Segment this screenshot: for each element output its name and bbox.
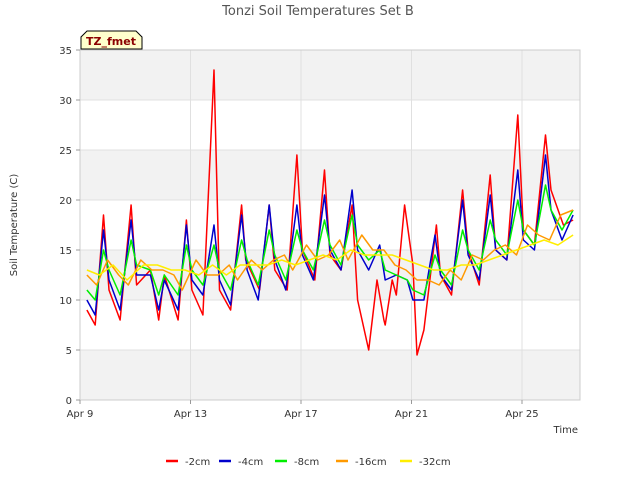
badge-box [80,30,143,50]
x-axis-ticks: Apr 9 Apr 13 Apr 17 Apr 21 Apr 25 [67,400,539,420]
legend-label: -2cm [185,457,210,468]
y-tick-label: 5 [66,346,72,357]
y-tick-label: 0 [66,396,72,407]
plot-band [80,350,580,400]
legend-label: -16cm [355,457,387,468]
series-layer [86,69,574,356]
series-line-minus-16cm [86,209,574,291]
y-axis-ticks: 0 5 10 15 20 25 30 35 [59,46,80,407]
badge-label: TZ_fmet [86,35,136,48]
legend-label: -4cm [238,457,263,468]
plot-frame [79,49,581,401]
x-tick-label: Apr 17 [284,409,317,420]
x-tick-label: Apr 25 [505,409,538,420]
x-axis-label: Time [553,425,578,436]
plot-band [80,150,580,200]
y-tick-label: 15 [59,246,72,257]
y-tick-label: 10 [59,296,72,307]
y-axis-label: Soil Temperature (C) [9,174,20,277]
legend: -2cm -4cm -8cm -16cm -32cm [166,457,451,468]
plot-band [80,50,580,100]
y-tick-label: 20 [59,196,72,207]
series-line-minus-32cm [86,234,574,281]
y-tick-label: 35 [59,46,72,57]
legend-label: -8cm [294,457,319,468]
x-tick-label: Apr 13 [174,409,207,420]
plot-band [80,250,580,300]
series-line-minus-8cm [86,184,574,301]
chart-title: Tonzi Soil Temperatures Set B [221,4,414,19]
plot-band [80,300,580,350]
series-line-minus-4cm [86,154,574,316]
station-badge: TZ_fmet [80,30,143,50]
x-tick-label: Apr 21 [395,409,428,420]
plot-bands [80,50,580,400]
x-tick-label: Apr 9 [67,409,94,420]
legend-label: -32cm [419,457,451,468]
y-tick-label: 25 [59,146,72,157]
y-tick-label: 30 [59,96,72,107]
plot-band [80,100,580,150]
